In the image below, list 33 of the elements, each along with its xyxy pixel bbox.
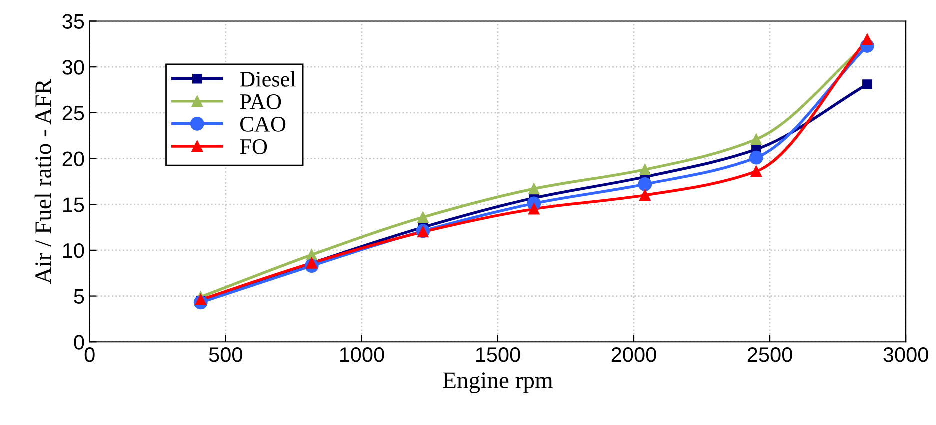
y-tick-label: 25 — [62, 106, 84, 121]
point — [862, 80, 872, 90]
x-tick-label: 1000 — [340, 348, 384, 362]
y-tick-label: 5 — [74, 290, 84, 304]
point — [418, 226, 429, 238]
x-tick-label: 2000 — [612, 348, 656, 362]
y-tick-label: 30 — [62, 60, 84, 75]
x-axis-title: Engine rpm — [443, 372, 553, 394]
point — [749, 150, 764, 165]
legend-label: Diesel — [240, 71, 296, 87]
y-tick-label: 0 — [74, 335, 84, 350]
x-tick-label: 3000 — [884, 348, 928, 362]
point — [640, 190, 651, 201]
x-tick-label: 1500 — [476, 348, 520, 362]
y-tick-label: 15 — [63, 198, 84, 212]
legend-label: FO — [240, 139, 268, 154]
point — [638, 177, 652, 192]
x-tick-label: 0 — [84, 348, 95, 362]
point — [640, 164, 651, 176]
point — [528, 204, 540, 215]
x-tick-label: 2500 — [748, 348, 792, 362]
y-tick-label: 20 — [62, 152, 84, 167]
y-tick-label: 10 — [63, 243, 84, 258]
x-tick-label: 500 — [209, 348, 242, 362]
legend-label: PAO — [240, 94, 282, 110]
legend-label: CAO — [240, 116, 286, 132]
point — [750, 134, 762, 146]
point — [528, 183, 540, 195]
y-axis-title: Air / Fuel ratio - AFR — [34, 79, 52, 284]
point — [750, 166, 762, 178]
y-tick-label: 35 — [62, 14, 84, 30]
point — [418, 212, 429, 223]
point — [862, 34, 873, 46]
